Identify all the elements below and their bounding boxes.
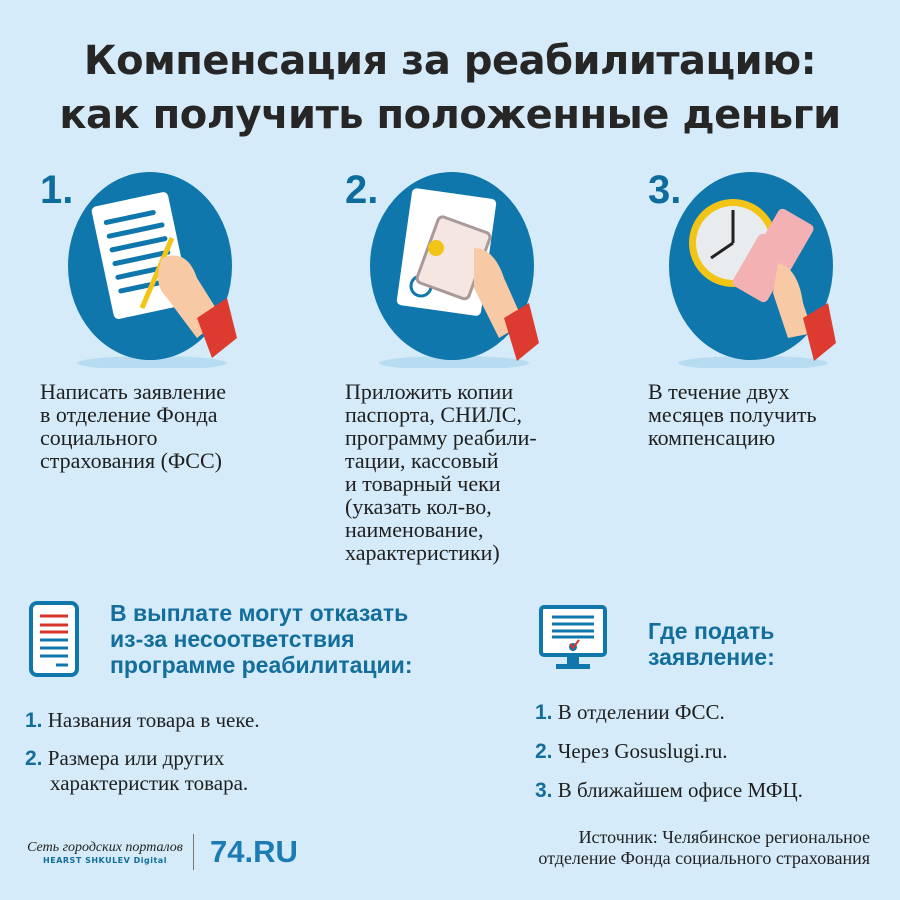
footer-divider xyxy=(193,834,194,870)
refusal-item-2: 2. Размера или других характеристик това… xyxy=(25,746,249,795)
source-note: Источник: Челябинское региональное отдел… xyxy=(538,827,870,868)
step-2-text: Приложить копии паспорта, СНИЛС, програм… xyxy=(345,379,537,565)
refusal-item-1: 1. Названия товара в чеке. xyxy=(25,708,260,732)
where-item-1: 1. В отделении ФСС. xyxy=(535,700,725,724)
refusal-heading: В выплате могут отказать из-за несоответ… xyxy=(110,600,413,678)
monitor-checkmark-icon xyxy=(539,605,607,669)
site-logo: 74.RU xyxy=(210,834,298,869)
step-3-text: В течение двух месяцев получить компенса… xyxy=(648,379,817,450)
clock-and-money-icon xyxy=(669,172,836,368)
where-item-2: 2. Через Gosuslugi.ru. xyxy=(535,739,728,763)
hand-holding-passport-document-icon xyxy=(370,172,539,368)
hand-writing-document-icon xyxy=(68,172,237,368)
where-item-3: 3. В ближайшем офисе МФЦ. xyxy=(535,778,803,802)
step-3-number: 3. xyxy=(648,168,682,212)
document-list-icon xyxy=(29,601,79,677)
step-1-number: 1. xyxy=(40,168,74,212)
step-2-number: 2. xyxy=(345,168,379,212)
step-1-text: Написать заявление в отделение Фонда соц… xyxy=(40,379,227,473)
network-logo: Сеть городских порталов HEARST SHKULEV D… xyxy=(27,840,183,865)
where-heading: Где подать заявление: xyxy=(648,618,775,670)
page-title: Компенсация за реабилитацию: как получит… xyxy=(59,38,841,138)
